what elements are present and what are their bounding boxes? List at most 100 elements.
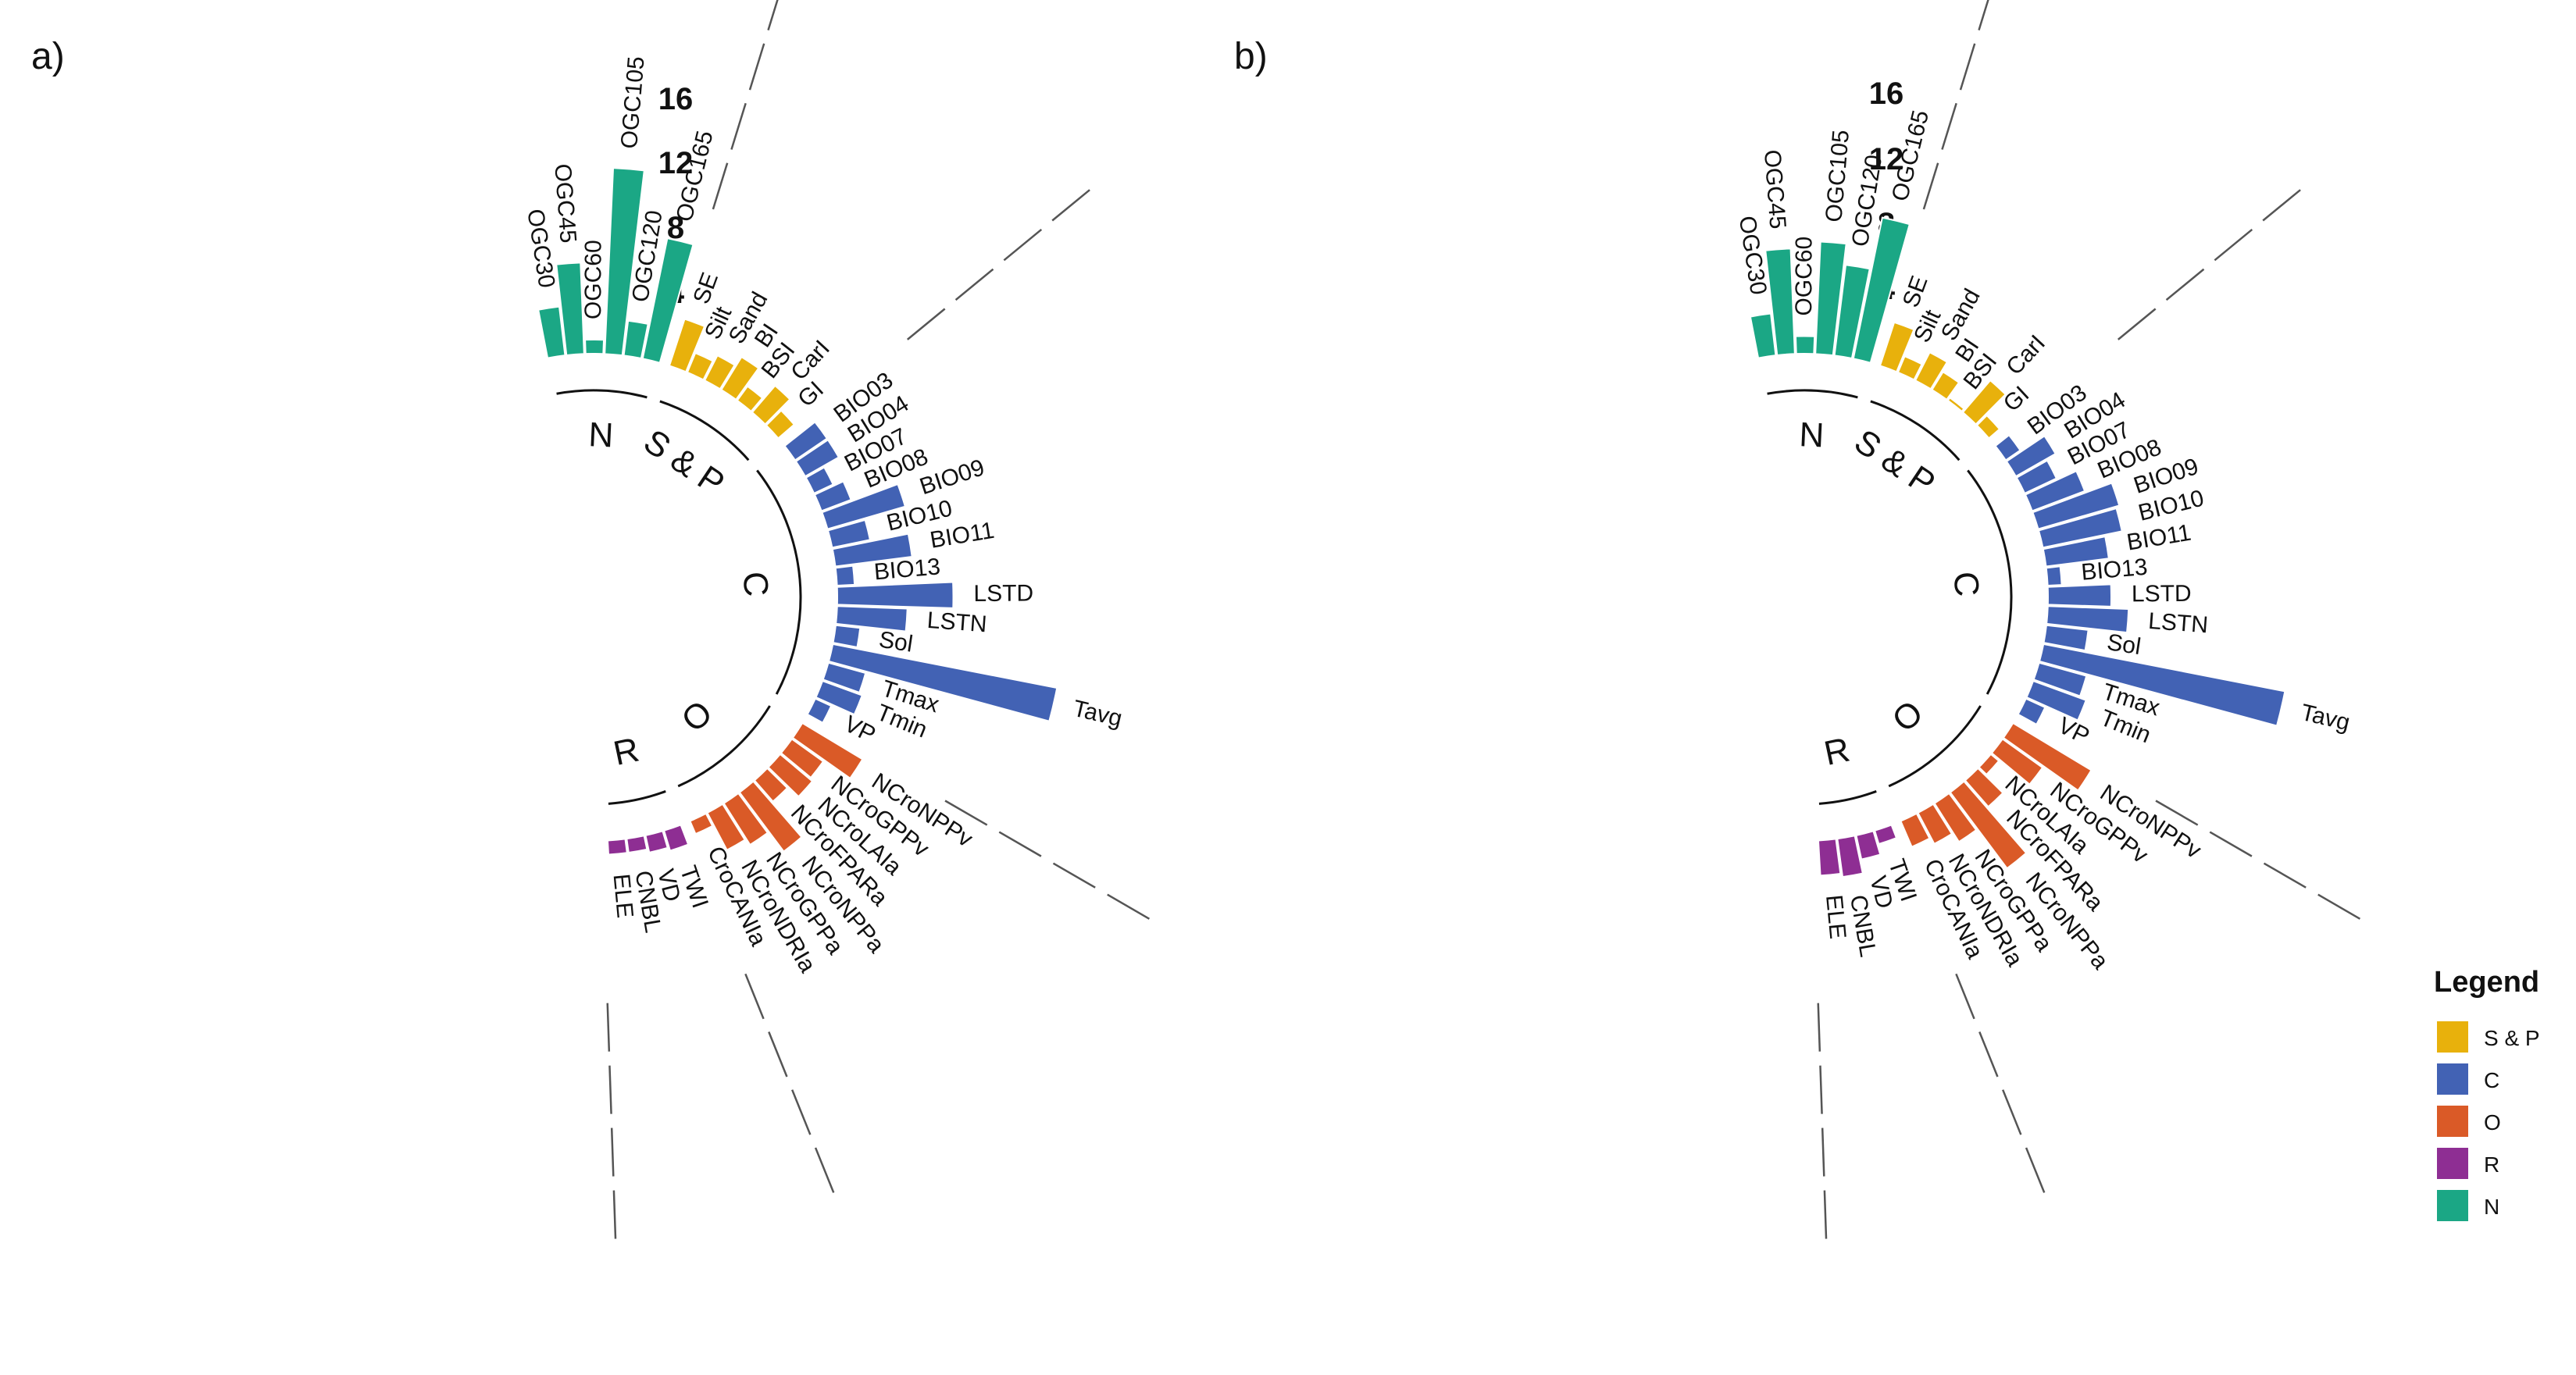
bar-b-bio04 bbox=[2005, 434, 2057, 478]
var-label-a-se: SE bbox=[688, 269, 723, 308]
panel-b-chart: b)161284OGC30OGC45OGC60OGC105OGC120OGC16… bbox=[1234, 0, 2361, 1239]
gap-tick-b-c bbox=[2209, 831, 2253, 857]
gap-tick-a-r bbox=[606, 1003, 611, 1052]
group-label-b-o: O bbox=[1885, 693, 1930, 739]
bar-b-bio09 bbox=[2032, 482, 2121, 530]
group-label-b-s-p: S & P bbox=[1847, 422, 1942, 503]
bar-a-tmax bbox=[822, 661, 867, 694]
bar-b-vp bbox=[2017, 697, 2046, 726]
var-label-a-gi: GI bbox=[793, 376, 829, 412]
legend-label-n: N bbox=[2484, 1195, 2499, 1219]
panel-a-scale-tick: 8 bbox=[667, 211, 684, 245]
bar-b-bio08 bbox=[2024, 469, 2086, 512]
bar-a-vp bbox=[806, 697, 833, 725]
bar-a-sand bbox=[703, 354, 736, 390]
bar-b-bio03 bbox=[1994, 433, 2021, 461]
group-arc-b-c bbox=[1967, 469, 2013, 695]
bar-b-cnbl bbox=[1836, 835, 1864, 878]
bar-b-se bbox=[1878, 321, 1915, 373]
group-arc-b-s-p bbox=[1870, 400, 1961, 461]
gap-tick-a-n bbox=[748, 43, 765, 91]
bar-a-bio10 bbox=[826, 518, 872, 549]
bar-a-ncrogppv bbox=[780, 738, 825, 779]
bar-a-twi bbox=[662, 824, 690, 852]
group-arc-a-n bbox=[556, 389, 648, 399]
legend: Legend S & P C O R N bbox=[2434, 966, 2540, 1221]
var-label-b-lstd: LSTD bbox=[2132, 581, 2192, 607]
bar-b-gi bbox=[1975, 414, 2001, 440]
bar-b-ncrogppv bbox=[1990, 738, 2044, 786]
legend-label-c: C bbox=[2484, 1068, 2499, 1092]
gap-tick-a-n bbox=[712, 162, 729, 210]
group-arc-a-r bbox=[608, 790, 666, 805]
panel-a-scale-tick: 12 bbox=[658, 146, 694, 180]
bar-a-ogc30 bbox=[537, 305, 566, 359]
group-arc-a-c bbox=[756, 469, 802, 695]
gap-tick-b-r bbox=[1823, 1190, 1828, 1239]
bar-a-lstn bbox=[835, 605, 908, 632]
group-label-b-n: N bbox=[1798, 415, 1825, 454]
bar-b-tavg bbox=[2038, 643, 2286, 727]
bar-b-ogc120 bbox=[1833, 264, 1871, 360]
gap-tick-b-s-p bbox=[2214, 228, 2253, 262]
bar-a-ncronppv bbox=[791, 721, 864, 780]
var-label-b-ogc45: OGC45 bbox=[1759, 149, 1791, 230]
bar-a-sol bbox=[832, 624, 862, 649]
bar-b-bio11 bbox=[2042, 536, 2110, 568]
legend-title: Legend bbox=[2434, 966, 2539, 999]
group-arc-a-s-p bbox=[659, 400, 750, 461]
legend-swatch-n bbox=[2437, 1190, 2468, 1221]
bar-b-bsi bbox=[1946, 396, 1965, 413]
gap-tick-a-c bbox=[1107, 893, 1151, 920]
bar-b-ncrondria bbox=[1917, 803, 1953, 846]
bar-a-ncronppa bbox=[738, 780, 803, 853]
bar-a-tavg bbox=[827, 643, 1058, 722]
panel-b-scale-tick: 16 bbox=[1869, 77, 1904, 111]
var-label-b-ele: ELE bbox=[1821, 894, 1850, 941]
bar-a-ncrofpara bbox=[753, 767, 789, 803]
gap-tick-b-n bbox=[1941, 102, 1957, 150]
bar-b-ogc105 bbox=[1814, 240, 1847, 357]
bar-a-gi bbox=[765, 409, 796, 440]
bar-b-ele bbox=[1817, 838, 1842, 877]
gap-tick-b-o bbox=[2002, 1089, 2022, 1135]
group-label-b-r: R bbox=[1821, 730, 1853, 773]
gap-tick-b-n bbox=[1959, 43, 1976, 91]
bar-b-ogc165 bbox=[1852, 216, 1911, 364]
gap-tick-b-s-p bbox=[2165, 268, 2205, 301]
bar-b-ncrogppa bbox=[1933, 792, 1978, 843]
var-label-a-ogc60: OGC60 bbox=[580, 240, 606, 319]
bar-b-ncrofpara bbox=[1964, 767, 2004, 808]
panel-b-label: b) bbox=[1234, 36, 1268, 77]
legend-label-o: O bbox=[2484, 1110, 2501, 1135]
gap-tick-a-s-p bbox=[1003, 228, 1043, 262]
bar-a-bio11 bbox=[831, 533, 913, 568]
bar-a-lstd bbox=[836, 581, 954, 609]
legend-swatch-r bbox=[2437, 1148, 2468, 1179]
bar-a-cnbl bbox=[626, 835, 648, 854]
var-label-b-lstn: LSTN bbox=[2147, 608, 2209, 638]
var-label-a-sol: Sol bbox=[877, 627, 915, 657]
gap-tick-b-n bbox=[1922, 162, 1939, 210]
bar-a-ogc45 bbox=[555, 262, 585, 357]
bar-b-vd bbox=[1855, 829, 1882, 860]
gap-tick-a-s-p bbox=[906, 308, 946, 340]
bar-b-bio07 bbox=[2015, 459, 2058, 495]
gap-tick-a-n bbox=[730, 102, 747, 150]
gap-tick-b-r bbox=[1819, 1065, 1823, 1114]
var-label-a-ogc105: OGC105 bbox=[616, 55, 650, 150]
bar-a-vd bbox=[644, 829, 669, 854]
panel-a-label: a) bbox=[31, 36, 65, 77]
gap-tick-b-s-p bbox=[2117, 308, 2157, 340]
gap-tick-b-o bbox=[2025, 1147, 2046, 1193]
var-label-b-tavg: Tavg bbox=[2298, 700, 2352, 736]
legend-swatch-sp bbox=[2437, 1021, 2468, 1053]
bar-a-ele bbox=[606, 838, 628, 856]
gap-tick-b-r bbox=[1821, 1127, 1825, 1177]
gap-tick-a-r bbox=[610, 1127, 615, 1177]
legend-swatch-o bbox=[2437, 1106, 2468, 1137]
var-label-a-tavg: Tavg bbox=[1071, 696, 1125, 732]
bar-b-crocania bbox=[1900, 812, 1931, 848]
bar-a-ncrondria bbox=[706, 803, 747, 852]
